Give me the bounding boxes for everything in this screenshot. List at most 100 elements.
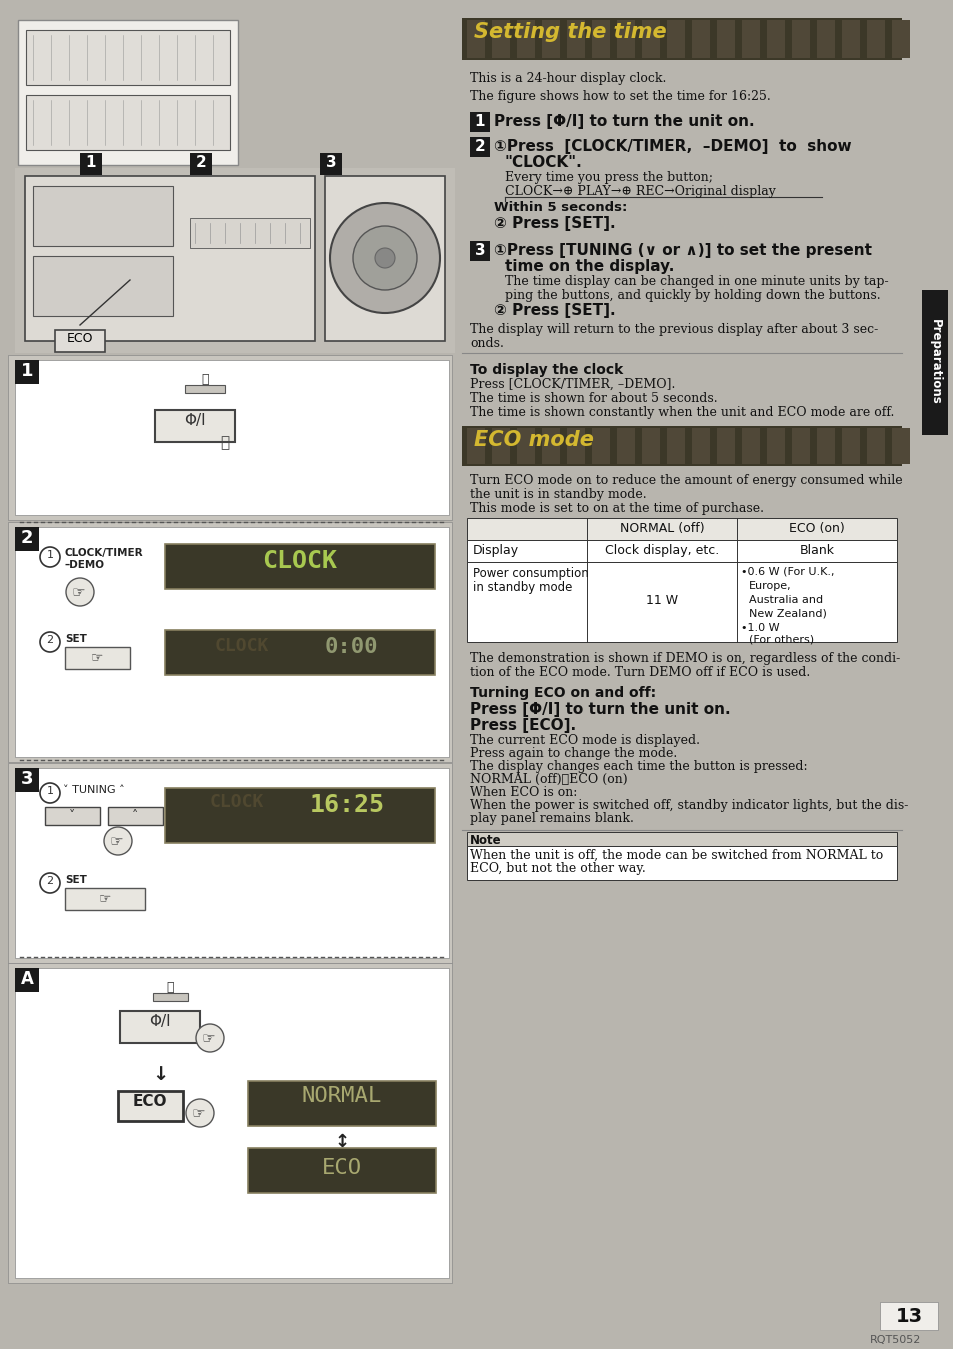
Bar xyxy=(45,807,100,826)
Text: ECO: ECO xyxy=(67,332,93,345)
Bar xyxy=(55,331,105,352)
Bar xyxy=(791,428,809,464)
Bar xyxy=(15,527,449,757)
Bar xyxy=(641,20,659,58)
Bar xyxy=(33,256,172,316)
Bar xyxy=(766,20,784,58)
Bar xyxy=(190,152,212,175)
Bar xyxy=(841,20,859,58)
Text: Press again to change the mode.: Press again to change the mode. xyxy=(470,747,677,759)
Bar xyxy=(467,832,896,846)
Bar xyxy=(325,175,444,341)
Text: Note: Note xyxy=(470,834,501,847)
Text: (For others): (For others) xyxy=(748,634,813,643)
Text: New Zealand): New Zealand) xyxy=(748,608,826,619)
Bar xyxy=(248,1148,436,1193)
Text: 1: 1 xyxy=(21,362,33,380)
Bar xyxy=(118,1091,183,1121)
Text: 3: 3 xyxy=(475,243,485,258)
Bar xyxy=(517,20,535,58)
Text: The time is shown constantly when the unit and ECO mode are off.: The time is shown constantly when the un… xyxy=(470,406,894,420)
Bar xyxy=(185,384,225,393)
Text: ☞: ☞ xyxy=(191,1106,205,1121)
Text: The time display can be changed in one minute units by tap-: The time display can be changed in one m… xyxy=(504,275,887,287)
Bar xyxy=(15,527,39,550)
Text: Power consumption: Power consumption xyxy=(473,567,588,580)
Text: Turn ECO mode on to reduce the amount of energy consumed while: Turn ECO mode on to reduce the amount of… xyxy=(470,473,902,487)
Text: ˅: ˅ xyxy=(69,809,75,822)
Bar xyxy=(566,20,584,58)
Text: 2: 2 xyxy=(47,876,53,886)
Bar xyxy=(566,428,584,464)
Circle shape xyxy=(104,827,132,855)
Bar xyxy=(841,428,859,464)
Bar xyxy=(717,428,734,464)
Text: Clock display, etc.: Clock display, etc. xyxy=(604,544,719,557)
Text: ECO: ECO xyxy=(132,1094,167,1109)
Bar xyxy=(165,788,435,843)
Text: Australia and: Australia and xyxy=(748,595,822,604)
Text: CLOCK: CLOCK xyxy=(210,793,264,811)
Bar xyxy=(866,428,884,464)
Bar xyxy=(165,544,435,590)
Text: Every time you press the button;: Every time you press the button; xyxy=(504,171,712,183)
Bar xyxy=(691,428,709,464)
Bar xyxy=(461,426,901,465)
Bar xyxy=(470,112,490,132)
Text: ⏻: ⏻ xyxy=(201,374,209,386)
Text: CLOCK→⊕ PLAY→⊕ REC→Original display: CLOCK→⊕ PLAY→⊕ REC→Original display xyxy=(504,185,775,198)
Bar xyxy=(766,428,784,464)
Text: 1: 1 xyxy=(86,155,96,170)
Bar xyxy=(120,1010,200,1043)
Bar xyxy=(641,428,659,464)
Circle shape xyxy=(195,1024,224,1052)
Bar xyxy=(470,241,490,260)
Bar xyxy=(152,993,188,1001)
Text: ping the buttons, and quickly by holding down the buttons.: ping the buttons, and quickly by holding… xyxy=(504,289,880,302)
Bar xyxy=(467,20,484,58)
Text: play panel remains blank.: play panel remains blank. xyxy=(470,812,633,826)
Text: ˄: ˄ xyxy=(132,809,138,822)
Bar xyxy=(26,30,230,85)
Text: –DEMO: –DEMO xyxy=(65,560,105,571)
Bar xyxy=(791,20,809,58)
Text: 0:00: 0:00 xyxy=(325,637,378,657)
Text: 1: 1 xyxy=(47,786,53,796)
Text: ˅ TUNING ˄: ˅ TUNING ˄ xyxy=(63,785,125,795)
Bar xyxy=(15,169,455,353)
Text: ECO: ECO xyxy=(321,1157,362,1178)
Text: time on the display.: time on the display. xyxy=(504,259,674,274)
Text: To display the clock: To display the clock xyxy=(470,363,622,376)
Bar xyxy=(467,428,484,464)
Circle shape xyxy=(330,202,439,313)
Bar xyxy=(816,428,834,464)
Bar xyxy=(666,428,684,464)
Bar xyxy=(492,428,510,464)
Bar xyxy=(248,1081,436,1126)
Text: SET: SET xyxy=(65,876,87,885)
Text: 2: 2 xyxy=(475,139,485,154)
Bar xyxy=(470,138,490,156)
Bar xyxy=(8,963,452,1283)
Bar xyxy=(541,20,559,58)
Bar xyxy=(592,20,609,58)
Bar xyxy=(190,219,310,248)
Bar xyxy=(26,94,230,150)
Circle shape xyxy=(353,227,416,290)
Text: •1.0 W: •1.0 W xyxy=(740,623,779,633)
Text: The time is shown for about 5 seconds.: The time is shown for about 5 seconds. xyxy=(470,393,717,405)
Text: Europe,: Europe, xyxy=(748,581,791,591)
Bar xyxy=(541,428,559,464)
Circle shape xyxy=(186,1099,213,1126)
Text: ECO (on): ECO (on) xyxy=(788,522,844,536)
Bar xyxy=(467,518,896,540)
Text: ①Press [TUNING (∨ or ∧)] to set the present: ①Press [TUNING (∨ or ∧)] to set the pres… xyxy=(494,243,871,258)
Text: 1: 1 xyxy=(47,550,53,560)
Bar xyxy=(691,20,709,58)
Text: CLOCK/TIMER: CLOCK/TIMER xyxy=(65,548,144,558)
Text: Press [ECO].: Press [ECO]. xyxy=(470,718,576,733)
Text: CLOCK: CLOCK xyxy=(262,549,337,573)
Bar xyxy=(467,540,896,563)
Bar xyxy=(108,807,163,826)
Bar xyxy=(80,152,102,175)
